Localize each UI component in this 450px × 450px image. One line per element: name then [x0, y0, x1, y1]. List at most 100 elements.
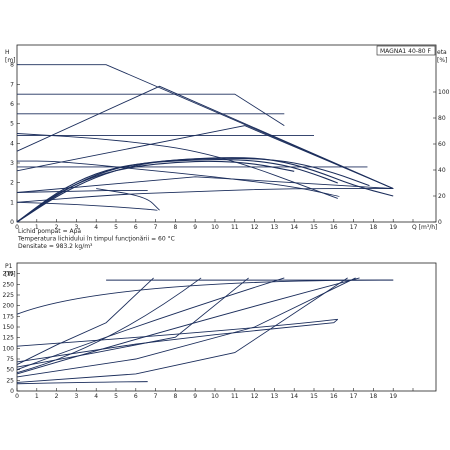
eta-y-tick-label: 40	[438, 167, 446, 174]
head-y-tick-label: 4	[10, 140, 14, 147]
head-plot-frame	[16, 44, 437, 223]
power-series-9	[16, 318, 338, 347]
head-x-tick-label: 7	[154, 224, 158, 231]
efficiency-axis-label: eta	[437, 49, 447, 56]
power-series-1	[16, 277, 285, 371]
power-x-tick-label: 2	[55, 393, 59, 400]
head-x-tick-label: 8	[173, 224, 177, 231]
head-x-tick-label: 19	[389, 224, 397, 231]
power-series-8	[16, 277, 356, 378]
head-series-3	[16, 176, 394, 193]
power-x-tick-label: 9	[193, 393, 197, 400]
eta-y-tick-label: 60	[438, 141, 446, 148]
power-x-tick-label: 0	[15, 393, 19, 400]
head-x-tick-label: 17	[350, 224, 358, 231]
eta-y-tick-label: 80	[438, 115, 446, 122]
head-x-tick-label: 11	[231, 224, 239, 231]
head-y-tick-label: 3	[10, 160, 14, 167]
power-x-tick-label: 18	[370, 393, 378, 400]
head-series-12	[17, 160, 340, 197]
power-y-tick-label: 200	[3, 303, 15, 310]
head-axis-unit: [m]	[5, 57, 16, 64]
power-axis-unit: [W]	[5, 271, 16, 278]
head-x-tick-label: 0	[15, 224, 19, 231]
head-y-tick-label: 1	[10, 199, 14, 206]
eta-y-tick-label: 100	[438, 89, 450, 96]
head-axis-label: H	[5, 49, 10, 56]
power-x-tick-label: 12	[251, 393, 259, 400]
power-y-tick-label: 50	[6, 367, 14, 374]
power-x-tick-label: 8	[173, 393, 177, 400]
power-x-tick-label: 16	[330, 393, 338, 400]
power-x-tick-label: 19	[389, 393, 397, 400]
head-x-tick-label: 2	[55, 224, 59, 231]
head-x-tick-label: 12	[251, 224, 259, 231]
power-x-tick-label: 11	[231, 393, 239, 400]
power-x-tick-label: 3	[74, 393, 78, 400]
chart-title: MAGNA1 40-80 F	[380, 48, 431, 55]
eta-y-tick-label: 20	[438, 193, 446, 200]
head-x-tick-label: 10	[211, 224, 219, 231]
power-y-tick-label: 125	[3, 335, 15, 342]
power-series-3	[16, 318, 339, 363]
head-x-tick-label: 15	[310, 224, 318, 231]
head-x-tick-label: 14	[290, 224, 298, 231]
head-series-4	[16, 188, 394, 203]
power-series-4	[16, 381, 148, 385]
head-x-tick-label: 16	[330, 224, 338, 231]
head-x-tick-label: 5	[114, 224, 118, 231]
power-x-tick-label: 17	[350, 393, 358, 400]
efficiency-axis-unit: [%]	[437, 57, 447, 64]
power-axis-label: P1	[5, 263, 13, 270]
power-plot-frame	[16, 262, 437, 392]
model-label-box	[376, 45, 436, 56]
head-y-tick-label: 0	[10, 219, 14, 226]
head-series-16	[16, 159, 338, 223]
power-x-tick-label: 13	[271, 393, 279, 400]
head-series-5	[17, 93, 285, 127]
head-y-tick-label: 7	[10, 81, 14, 88]
power-y-tick-label: 225	[3, 292, 15, 299]
power-x-tick-label: 7	[154, 393, 158, 400]
head-y-tick-label: 2	[10, 180, 14, 187]
power-y-tick-label: 75	[6, 356, 14, 363]
head-series-2	[16, 125, 394, 189]
head-x-tick-label: 6	[134, 224, 138, 231]
head-series-0	[17, 64, 394, 189]
fluid-note: Temperatura lichidului în timpul funcţio…	[17, 236, 175, 243]
power-x-tick-label: 15	[310, 393, 318, 400]
head-x-tick-label: 4	[94, 224, 98, 231]
power-y-tick-label: 100	[3, 345, 15, 352]
power-series-2	[16, 277, 360, 375]
head-series-15	[16, 157, 370, 223]
head-panel: H[m]eta[%]MAGNA1 40-80 F0123456780204060…	[5, 44, 450, 250]
head-y-tick-label: 5	[10, 121, 14, 128]
power-series-0	[16, 279, 394, 315]
power-y-tick-label: 0	[10, 388, 14, 395]
head-x-axis-title: Q [m³/h]	[412, 224, 437, 231]
head-series-13	[96, 188, 160, 211]
head-x-tick-label: 3	[74, 224, 78, 231]
head-series-9	[16, 133, 338, 199]
head-y-tick-label: 8	[10, 62, 14, 69]
power-series-6	[16, 277, 202, 374]
head-x-tick-label: 13	[271, 224, 279, 231]
power-x-tick-label: 4	[94, 393, 98, 400]
power-y-tick-label: 250	[3, 281, 15, 288]
head-series-10	[16, 201, 158, 211]
power-x-tick-label: 14	[290, 393, 298, 400]
power-series-7	[16, 277, 249, 368]
fluid-note: Lichid pompat = Apă	[18, 228, 81, 235]
power-y-tick-label: 275	[3, 271, 15, 278]
power-y-tick-label: 25	[6, 377, 14, 384]
power-x-tick-label: 1	[35, 393, 39, 400]
head-x-tick-label: 9	[193, 224, 197, 231]
fluid-note: Densitate = 983.2 kg/m³	[18, 243, 93, 250]
power-series-10	[16, 277, 348, 383]
power-x-tick-label: 10	[211, 393, 219, 400]
head-series-17	[16, 160, 295, 223]
head-x-tick-label: 18	[370, 224, 378, 231]
power-y-tick-label: 150	[3, 324, 15, 331]
